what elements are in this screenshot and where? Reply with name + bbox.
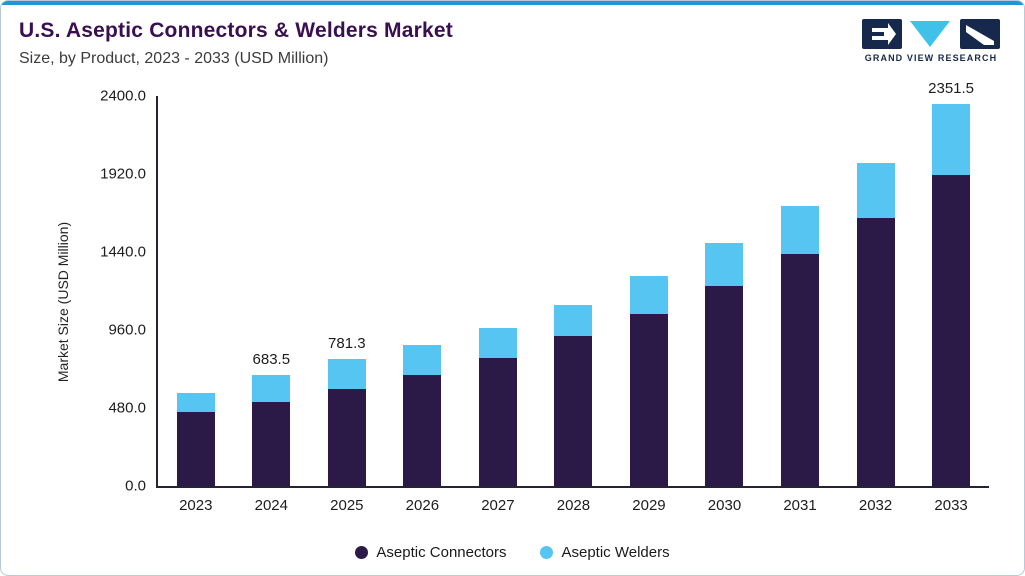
bar-group-2033: 2351.5 2033 — [928, 80, 974, 514]
bar-segment-aseptic-connectors — [781, 254, 820, 486]
bar-segment-aseptic-connectors — [403, 374, 442, 486]
bar-group-2031: 2031 — [781, 96, 820, 514]
logo-wordmark: GRAND VIEW RESEARCH — [864, 53, 998, 63]
bar-segment-aseptic-connectors — [252, 401, 291, 486]
bar-total-label: 683.5 — [252, 350, 291, 368]
y-tick-label: 0.0 — [125, 477, 146, 495]
plot-area: 2023 683.5 2024 781.3 2025 2026 2027 2028 2029 20… — [158, 80, 989, 514]
bar-segment-aseptic-connectors — [856, 217, 895, 486]
title-block: U.S. Aseptic Connectors & Welders Market… — [19, 19, 453, 68]
x-tick-label: 2033 — [934, 497, 968, 514]
bar-segment-aseptic-connectors — [932, 174, 971, 486]
legend-label: Aseptic Welders — [561, 544, 670, 561]
bar-segment-aseptic-welders — [781, 205, 820, 255]
legend-item: Aseptic Connectors — [355, 544, 506, 561]
bar-group-2027: 2027 — [478, 96, 517, 514]
y-tick-label: 480.0 — [108, 399, 146, 417]
bar-group-2029: 2029 — [629, 96, 668, 514]
bar-group-2023: 2023 — [176, 96, 215, 514]
y-tick-label: 960.0 — [108, 321, 146, 339]
x-tick-label: 2023 — [179, 497, 213, 514]
x-tick-label: 2031 — [783, 497, 817, 514]
chart-subtitle: Size, by Product, 2023 - 2033 (USD Milli… — [19, 50, 329, 67]
chart-legend: Aseptic Connectors Aseptic Welders — [1, 544, 1024, 561]
bar-total-label: 781.3 — [328, 335, 366, 353]
bar-segment-aseptic-connectors — [176, 412, 215, 486]
x-tick-label: 2032 — [858, 497, 893, 514]
bar-group-2026: 2026 — [403, 96, 442, 514]
top-accent-bar — [1, 1, 1024, 5]
x-tick-label: 2024 — [254, 497, 288, 514]
bar-segment-aseptic-welders — [252, 374, 291, 402]
bar-group-2032: 2032 — [856, 96, 895, 514]
logo-shapes-icon — [862, 19, 1000, 49]
bar-segment-aseptic-welders — [176, 393, 215, 413]
x-tick-label: 2027 — [481, 497, 515, 514]
chart-header: U.S. Aseptic Connectors & Welders Market… — [1, 5, 1024, 68]
bar-segment-aseptic-welders — [932, 103, 971, 175]
bar-segment-aseptic-welders — [856, 162, 895, 218]
bar-segment-aseptic-connectors — [705, 286, 744, 486]
bar-segment-aseptic-welders — [554, 304, 593, 336]
x-tick-label: 2028 — [556, 497, 591, 514]
legend-swatch-icon — [540, 546, 554, 559]
bar-total-label: 2351.5 — [928, 79, 975, 97]
y-tick-label: 2400.0 — [100, 87, 146, 105]
grand-view-research-logo: GRAND VIEW RESEARCH — [862, 19, 1000, 63]
legend-swatch-icon — [355, 546, 369, 559]
y-axis-title: Market Size (USD Million) — [55, 221, 71, 383]
bar-segment-aseptic-welders — [705, 243, 744, 287]
chart-title: U.S. Aseptic Connectors & Welders Market — [19, 19, 453, 42]
x-tick-label: 2029 — [632, 497, 666, 514]
x-tick-label: 2025 — [330, 497, 364, 514]
x-tick-label: 2026 — [405, 497, 440, 514]
bar-group-2028: 2028 — [554, 96, 593, 514]
bar-segment-aseptic-connectors — [478, 357, 517, 486]
y-tick-label: 1920.0 — [100, 165, 146, 183]
bar-segment-aseptic-connectors — [554, 335, 593, 486]
bar-segment-aseptic-connectors — [327, 389, 366, 486]
bar-segment-aseptic-welders — [403, 344, 442, 375]
bar-segment-aseptic-welders — [478, 327, 517, 358]
bar-group-2030: 2030 — [705, 96, 744, 514]
bar-segment-aseptic-connectors — [629, 313, 668, 486]
bar-group-2024: 683.5 2024 — [252, 96, 291, 514]
bar-chart: 0.0 480.0 960.0 1440.0 1920.0 2400.0 2023 683.… — [100, 80, 989, 514]
bar-group-2025: 781.3 2025 — [327, 96, 366, 514]
x-tick-label: 2030 — [707, 497, 742, 514]
bar-segment-aseptic-welders — [629, 276, 668, 314]
bar-segment-aseptic-welders — [327, 359, 366, 390]
legend-label: Aseptic Connectors — [376, 544, 507, 561]
legend-item: Aseptic Welders — [540, 544, 670, 561]
y-tick-label: 1440.0 — [100, 243, 146, 261]
